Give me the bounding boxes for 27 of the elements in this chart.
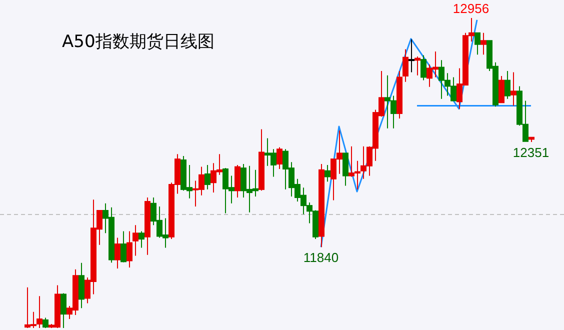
candlestick — [408, 38, 414, 73]
candlestick — [396, 70, 402, 119]
candlestick — [204, 164, 210, 190]
annotation: 12351 — [512, 145, 550, 160]
candlestick — [132, 224, 138, 256]
annotation: 12956 — [452, 1, 490, 16]
candlestick — [420, 54, 426, 81]
candlestick — [258, 128, 264, 192]
candlestick — [480, 32, 486, 56]
candlestick — [126, 230, 132, 268]
candlestick — [504, 70, 510, 100]
text: A50指数期货日线图 — [62, 31, 214, 53]
candlestick — [114, 237, 120, 269]
candlestick — [474, 32, 480, 56]
candlestick — [78, 262, 84, 309]
candlestick — [510, 72, 516, 106]
candlestick — [498, 75, 504, 104]
candlestick — [234, 164, 240, 198]
annotation: 11840 — [303, 250, 339, 266]
candlestick — [402, 48, 408, 82]
candlestick — [318, 164, 324, 248]
candlestick — [324, 164, 330, 182]
candlestick — [60, 292, 66, 328]
candlestick — [144, 196, 150, 256]
candlestick — [120, 230, 126, 262]
candlestick — [342, 152, 348, 186]
candlestick — [138, 230, 144, 248]
